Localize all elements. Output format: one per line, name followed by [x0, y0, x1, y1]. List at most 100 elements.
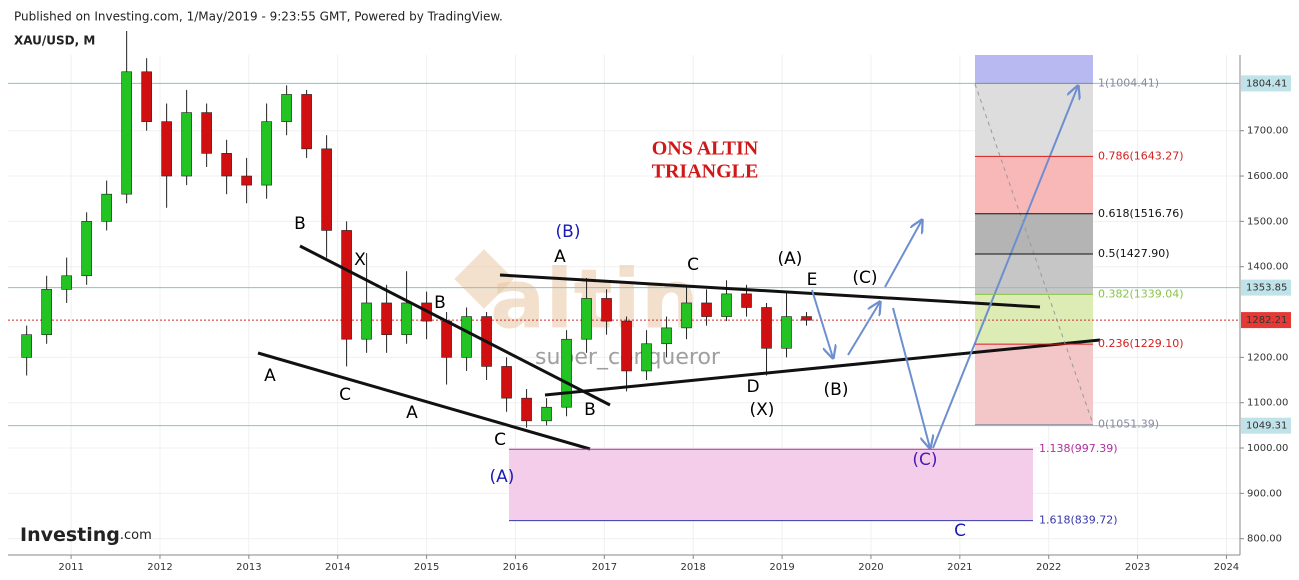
y-tick-label: 1700.00	[1247, 126, 1288, 137]
candle-body	[201, 112, 212, 154]
extension-label: 1.618(839.72)	[1039, 514, 1118, 527]
x-tick-label: 2015	[414, 562, 439, 573]
extension-zone	[509, 449, 1033, 521]
logo-brand: Investing	[20, 524, 120, 546]
x-tick-label: 2023	[1125, 562, 1150, 573]
trend-line	[544, 338, 1101, 397]
x-tick-label: 2013	[236, 562, 261, 573]
candles	[21, 30, 812, 428]
fib-band	[975, 156, 1093, 214]
wave-label: (C)	[912, 450, 937, 470]
wave-label: (A)	[778, 249, 803, 269]
candle-body	[81, 221, 92, 277]
wave-label: B	[294, 214, 306, 234]
price-tag-label: 1282.21	[1246, 315, 1287, 326]
trend-line	[299, 244, 611, 407]
candle-body	[141, 71, 152, 122]
arrow	[884, 220, 922, 288]
candle-body	[361, 302, 372, 340]
candle-body	[221, 153, 232, 177]
x-tick-label: 2012	[147, 562, 172, 573]
logo-suffix: .com	[120, 528, 152, 543]
x-tick-label: 2024	[1214, 562, 1239, 573]
logo: Investing.com	[20, 524, 152, 546]
fib-band	[975, 294, 1093, 345]
candle-body	[761, 307, 772, 349]
price-tag	[1241, 75, 1291, 92]
candle-body	[721, 293, 732, 317]
candle-body	[581, 298, 592, 340]
candle-body	[281, 94, 292, 122]
title: TRIANGLE	[652, 161, 759, 183]
candle-body	[21, 334, 32, 358]
wave-label: (C)	[852, 268, 877, 288]
candle-body	[41, 289, 52, 335]
candle-body	[121, 71, 132, 195]
candle-body	[61, 275, 72, 290]
x-tick-label: 2022	[1036, 562, 1061, 573]
x-tick-label: 2014	[325, 562, 350, 573]
y-tick-label: 1200.00	[1247, 352, 1288, 363]
candle-body	[781, 316, 792, 349]
y-tick-label: 1500.00	[1247, 216, 1288, 227]
candle-body	[741, 293, 752, 308]
candle-body	[561, 338, 572, 408]
title: ONS ALTIN	[652, 138, 759, 160]
wave-label: C	[687, 255, 699, 275]
arrow	[811, 289, 833, 358]
candle-body	[181, 112, 192, 177]
wave-label: A	[406, 403, 418, 423]
wave-label: C	[339, 385, 351, 405]
price-tag	[1241, 417, 1291, 434]
fib-label: 0(1051.39)	[1098, 418, 1159, 431]
fib-label: 1(1004.41)	[1098, 76, 1159, 89]
x-tick-label: 2021	[947, 562, 972, 573]
candle-body	[301, 94, 312, 150]
price-tag-label: 1804.41	[1246, 78, 1287, 89]
fib-band	[975, 344, 1093, 425]
trend-line	[257, 351, 591, 451]
candle-body	[461, 316, 472, 358]
candle-body	[621, 320, 632, 372]
candle-body	[661, 327, 672, 345]
y-tick-label: 1000.00	[1247, 443, 1288, 454]
candle-body	[401, 302, 412, 335]
wave-label: B	[584, 400, 596, 420]
x-tick-label: 2018	[680, 562, 705, 573]
x-tick-label: 2017	[592, 562, 617, 573]
arrow	[892, 307, 930, 448]
fib-band	[975, 55, 1093, 84]
x-tick-label: 2011	[58, 562, 83, 573]
candle-body	[601, 298, 612, 322]
candle-body	[501, 366, 512, 399]
fib-label: 0.618(1516.76)	[1098, 207, 1184, 220]
trend-line	[499, 273, 1041, 309]
wave-label: (B)	[824, 380, 849, 400]
x-tick-label: 2016	[503, 562, 528, 573]
fib-label: 0.236(1229.10)	[1098, 337, 1184, 350]
candle-body	[381, 302, 392, 335]
x-tick-label: 2019	[769, 562, 794, 573]
price-tag	[1241, 312, 1291, 329]
candle-body	[521, 397, 532, 422]
price-tag-label: 1049.31	[1246, 421, 1287, 432]
y-tick-label: 800.00	[1247, 534, 1282, 545]
candle-body	[261, 121, 272, 186]
price-tag	[1241, 279, 1291, 296]
y-tick-label: 1400.00	[1247, 262, 1288, 273]
wave-label: (A)	[490, 467, 515, 487]
y-tick-label: 900.00	[1247, 488, 1282, 499]
candle-body	[101, 193, 112, 222]
wave-label: A	[264, 366, 276, 386]
fib-band	[975, 254, 1093, 295]
candle-body	[541, 406, 552, 422]
symbol: XAU/USD, M	[14, 34, 95, 48]
candle-body	[161, 121, 172, 177]
projection-arrows	[811, 86, 1078, 448]
candle-body	[681, 302, 692, 329]
wave-label: A	[554, 247, 566, 267]
wave-label: C	[954, 521, 966, 541]
wave-label: E	[807, 270, 818, 290]
price-tag-label: 1353.85	[1246, 283, 1287, 294]
